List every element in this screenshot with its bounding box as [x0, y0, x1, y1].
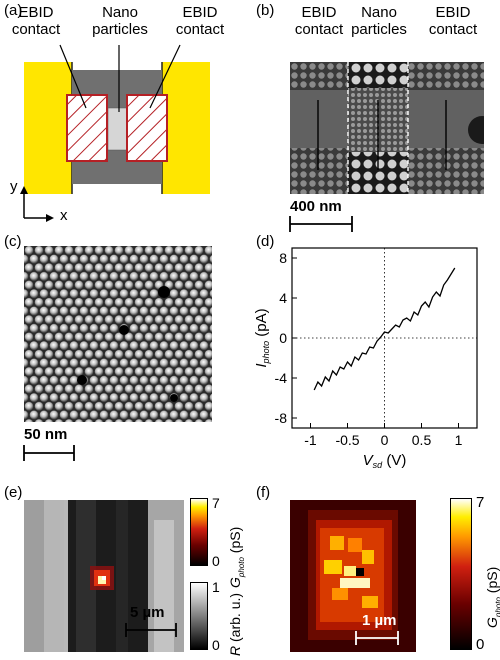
series-line	[313, 267, 456, 391]
gphoto-colorbar-f	[450, 498, 472, 650]
axis-y-label: y	[10, 178, 18, 195]
ebid-contact-right	[126, 94, 168, 162]
panel-label-b: (b)	[256, 2, 275, 19]
gold-contact-left	[24, 62, 72, 194]
text: (pS)	[227, 526, 243, 558]
text: Nano particles	[92, 4, 148, 38]
ebid-contact-label-right: EBID contact	[166, 4, 234, 38]
x-tick-label: 0.5	[412, 432, 432, 448]
axis-x-label: x	[60, 207, 68, 224]
gphoto-cbar-min-e: 0	[212, 553, 220, 569]
y-tick-label: 8	[279, 250, 287, 266]
chart-ticks: -1 -0.5 0 0.5 1 -8 -4 0 4 8	[275, 250, 463, 448]
gphoto-cbar-max-f: 7	[476, 494, 485, 511]
reflection-cbar-min: 0	[212, 637, 220, 653]
sem-image	[290, 62, 484, 194]
text: EBID contact	[11, 4, 61, 38]
iv-chart: -1 -0.5 0 0.5 1 -8 -4 0 4 8 Vsd (V) Iphoto (pA)	[253, 247, 478, 470]
photocurrent-overlay-map	[24, 500, 184, 652]
x-label-unit: (V)	[382, 452, 406, 469]
sem-scalebar-label: 400 nm	[290, 198, 342, 215]
text: R	[227, 645, 243, 656]
panel-label-e: (e)	[4, 484, 23, 501]
y-tick-label: 4	[279, 290, 287, 306]
photoconductance-map	[290, 500, 416, 652]
y-tick-label: -4	[275, 370, 288, 386]
gap-region	[107, 107, 129, 151]
text: EBID contact	[175, 4, 225, 38]
reflection-colorbar	[190, 582, 208, 650]
panel-label-f: (f)	[256, 484, 271, 501]
panel-label-a: (a)	[4, 2, 23, 19]
y-label-main: I	[253, 363, 270, 367]
map-scalebar-label: 5 µm	[130, 604, 165, 621]
sem-scalebar	[289, 216, 353, 232]
panel-label-c: (c)	[4, 233, 22, 250]
x-label-main: V	[363, 452, 375, 469]
sem-ebid-label-right: EBID contact	[420, 4, 486, 38]
x-tick-label: -1	[304, 432, 317, 448]
ebid-contact-left	[66, 94, 108, 162]
y-tick-label: -8	[275, 410, 288, 426]
device-schematic	[20, 44, 210, 222]
text: Nano particles	[351, 4, 407, 38]
x-axis-label: Vsd (V)	[363, 452, 407, 470]
y-label-unit: (pA)	[253, 308, 270, 341]
x-tick-label: 1	[455, 432, 463, 448]
text: photo	[236, 557, 246, 578]
sem-ebid-label-left: EBID contact	[286, 4, 352, 38]
photoconductance-scalebar	[355, 631, 399, 645]
text: EBID contact	[294, 4, 344, 38]
ebid-contact-label-left: EBID contact	[2, 4, 70, 38]
sem-nanoparticles-label: Nano particles	[346, 4, 412, 38]
tem-scalebar-label: 50 nm	[24, 426, 68, 443]
text: EBID contact	[428, 4, 478, 38]
nanoparticles-label: Nano particles	[86, 4, 154, 38]
gphoto-cbar-title-f: Gphoto (pS)	[484, 518, 500, 628]
panel-label-d: (d)	[256, 233, 275, 250]
text: photo	[493, 597, 500, 618]
tem-scalebar	[23, 445, 75, 461]
gphoto-cbar-max-e: 7	[212, 495, 220, 511]
text: (arb. u.)	[227, 592, 243, 646]
photoconductance-scalebar-label: 1 µm	[362, 612, 397, 629]
reflection-cbar-title: R (arb. u.)	[227, 576, 243, 656]
tem-image	[24, 246, 212, 422]
gold-contact-right	[162, 62, 210, 194]
y-label-sub: photo	[261, 341, 271, 365]
x-tick-label: 0	[381, 432, 389, 448]
gphoto-colorbar-e	[190, 498, 208, 566]
map-scalebar	[125, 623, 177, 637]
gphoto-cbar-min-f: 0	[476, 636, 485, 653]
reflection-cbar-max: 1	[212, 579, 220, 595]
text: (pS)	[484, 566, 500, 598]
gphoto-cbar-title-e: Gphoto (pS)	[227, 498, 246, 588]
x-tick-label: -0.5	[335, 432, 359, 448]
y-axis-label: Iphoto (pA)	[253, 308, 271, 367]
text: G	[484, 617, 500, 628]
x-label-sub: sd	[373, 460, 384, 470]
y-tick-label: 0	[279, 330, 287, 346]
